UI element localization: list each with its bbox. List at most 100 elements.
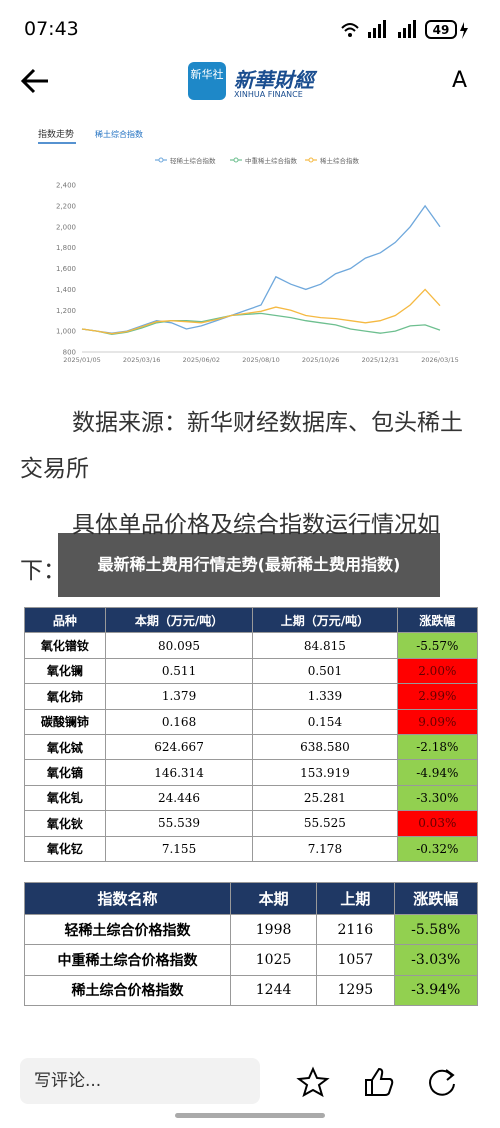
change-cell: 0.03% <box>396 810 479 837</box>
header-cell: 本期 <box>229 882 318 915</box>
home-indicator <box>175 1113 325 1118</box>
row: 氧化镨钕 80.095 84.815 -5.57% <box>24 632 479 659</box>
row: 氧化钇 7.155 7.178 -0.32% <box>24 835 479 863</box>
row: 氧化铽 624.667 638.580 -2.18% <box>24 733 479 761</box>
index-table: 指数名称 本期 上期 涨跌幅 轻稀土综合价格指数 1998 2116 -5.58% 中重稀土综合… <box>24 882 479 1007</box>
cell: 1.379 <box>104 683 254 710</box>
x-tick-label: 2025/03/16 <box>123 356 160 364</box>
row: 稀土综合价格指数 1244 1295 -3.94% <box>24 974 479 1007</box>
time: 07:43 <box>24 18 79 40</box>
legend-label: 轻稀土综合指数 <box>170 156 216 165</box>
y-tick-label: 2,200 <box>56 202 76 210</box>
header-cell: 上期 <box>316 882 395 915</box>
change-cell: -5.57% <box>396 632 479 659</box>
cell: 1295 <box>316 974 395 1007</box>
header-cell: 涨跌幅 <box>396 606 479 634</box>
cell: 55.525 <box>252 810 398 837</box>
logo-subtitle: XINHUA FINANCE <box>234 90 303 99</box>
header-cell: 品种 <box>24 606 106 634</box>
cell: 氧化镝 <box>24 759 106 786</box>
y-tick-label: 800 <box>63 349 76 357</box>
cell: 84.815 <box>252 632 398 659</box>
price-table: 品种 本期（万元/吨） 上期（万元/吨） 涨跌幅 氧化镨钕 80.095 84.815 -5.… <box>24 606 479 863</box>
cell: 1244 <box>229 974 318 1007</box>
cell: 轻稀土综合价格指数 <box>24 913 231 946</box>
x-tick-label: 2025/10/26 <box>302 356 339 364</box>
row: 氧化铈 1.379 1.339 2.99% <box>24 683 479 710</box>
cell: 24.446 <box>104 784 254 812</box>
cell: 0.511 <box>104 657 254 685</box>
back-button[interactable] <box>20 66 54 96</box>
y-tick-label: 2,400 <box>56 182 76 190</box>
row: 氧化镧 0.511 0.501 2.00% <box>24 657 479 685</box>
series-line <box>81 312 441 335</box>
tab: 稀土综合指数 <box>95 129 143 139</box>
cell: 氧化镨钕 <box>24 632 106 659</box>
cell: 146.314 <box>104 759 254 786</box>
change-cell: -3.03% <box>393 944 479 976</box>
cell: 氧化钇 <box>24 835 106 863</box>
cell: 638.580 <box>252 733 398 761</box>
header-row: 品种 本期（万元/吨） 上期（万元/吨） 涨跌幅 <box>24 606 479 634</box>
row: 中重稀土综合价格指数 1025 1057 -3.03% <box>24 944 479 976</box>
cell: 0.168 <box>104 708 254 735</box>
cell: 氧化镧 <box>24 657 106 685</box>
cell: 1025 <box>229 944 318 976</box>
cell: 1998 <box>229 913 318 946</box>
change-cell: -4.94% <box>396 759 479 786</box>
x-tick-label: 2025/06/02 <box>183 356 220 364</box>
row: 氧化钆 24.446 25.281 -3.30% <box>24 784 479 812</box>
change-cell: -0.32% <box>396 835 479 863</box>
cell: 80.095 <box>104 632 254 659</box>
status-icons: 49 <box>341 20 468 39</box>
cell: 0.501 <box>252 657 398 685</box>
cell: 7.155 <box>104 835 254 863</box>
series-line <box>81 288 441 335</box>
x-tick-label: 2025/12/31 <box>362 356 399 364</box>
y-tick-label: 1,400 <box>56 286 76 294</box>
change-cell: 2.99% <box>396 683 479 710</box>
legend-swatch <box>158 157 164 163</box>
header-cell: 本期（万元/吨） <box>104 606 254 634</box>
comment-input[interactable]: 写评论... <box>20 1058 260 1104</box>
row: 氧化镝 146.314 153.919 -4.94% <box>24 759 479 786</box>
action-icons <box>296 1066 455 1098</box>
change-cell: -3.94% <box>393 974 479 1007</box>
legend-swatch <box>308 157 314 163</box>
cell: 1057 <box>316 944 395 976</box>
change-cell: -3.30% <box>396 784 479 812</box>
cell: 稀土综合价格指数 <box>24 974 231 1007</box>
change-cell: 2.00% <box>396 657 479 685</box>
toast: 最新稀土费用行情走势(最新稀土费用指数) <box>58 533 440 597</box>
y-tick-label: 1,600 <box>56 265 76 273</box>
cell: 中重稀土综合价格指数 <box>24 944 231 976</box>
row: 碳酸镧铈 0.168 0.154 9.09% <box>24 708 479 735</box>
row: 轻稀土综合价格指数 1998 2116 -5.58% <box>24 913 479 946</box>
like[interactable] <box>365 1067 394 1096</box>
change-cell: 9.09% <box>396 708 479 735</box>
cell: 氧化钬 <box>24 810 106 837</box>
logo-title: 新華財經 <box>234 68 314 92</box>
favorite[interactable] <box>296 1066 330 1098</box>
cell: 碳酸镧铈 <box>24 708 106 735</box>
row: 氧化钬 55.539 55.525 0.03% <box>24 810 479 837</box>
font-button[interactable]: A <box>452 68 468 93</box>
cell: 氧化钆 <box>24 784 106 812</box>
logo-mark: 新华社 <box>188 62 226 100</box>
header-cell: 上期（万元/吨） <box>252 606 398 634</box>
change-cell: -2.18% <box>396 733 479 761</box>
header-row: 指数名称 本期 上期 涨跌幅 <box>24 882 479 915</box>
x-tick-label: 2025/01/05 <box>63 356 100 364</box>
paragraph: 数据来源：新华财经数据库、包头稀土交易所 <box>20 410 463 482</box>
cell: 7.178 <box>252 835 398 863</box>
y-tick-label: 2,000 <box>56 223 76 231</box>
y-tick-label: 1,800 <box>56 244 76 252</box>
cell: 0.154 <box>252 708 398 735</box>
share[interactable] <box>429 1069 455 1096</box>
cell: 25.281 <box>252 784 398 812</box>
legend-label: 稀土综合指数 <box>320 156 360 165</box>
x-tick-label: 2026/03/15 <box>421 356 458 364</box>
legend-swatch <box>233 157 239 163</box>
